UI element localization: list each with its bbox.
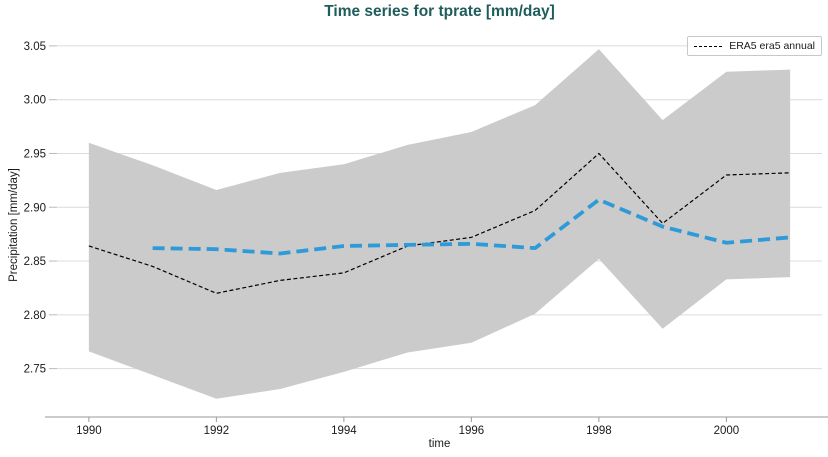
x-tick-label: 2000 [714,425,740,437]
y-tick-label: 2.80 [24,310,46,322]
uncertainty-band [88,49,791,399]
x-tick-label: 1998 [586,425,612,437]
x-axis-label: time [428,438,451,450]
era5-line [88,152,791,294]
legend-label: ERA5 era5 annual [729,40,815,52]
y-tick-label: 2.90 [24,202,46,214]
y-tick-label: 2.85 [24,256,46,268]
chart-title: Time series for tprate [mm/day] [324,3,555,20]
y-tick-label: 2.95 [24,148,46,160]
y-axis-label: Precipitation [mm/day] [8,168,20,282]
dashed-line-icon [694,45,723,47]
y-tick-label: 3.00 [24,95,46,107]
y-tick-label: 2.75 [24,364,46,376]
legend: ERA5 era5 annual [687,36,822,56]
x-tick-label: 1994 [331,425,357,437]
x-tick-label: 1992 [204,425,230,437]
x-tick-label: 1996 [459,425,485,437]
y-tick-label: 3.05 [24,41,46,53]
x-tick-label: 1990 [76,425,102,437]
